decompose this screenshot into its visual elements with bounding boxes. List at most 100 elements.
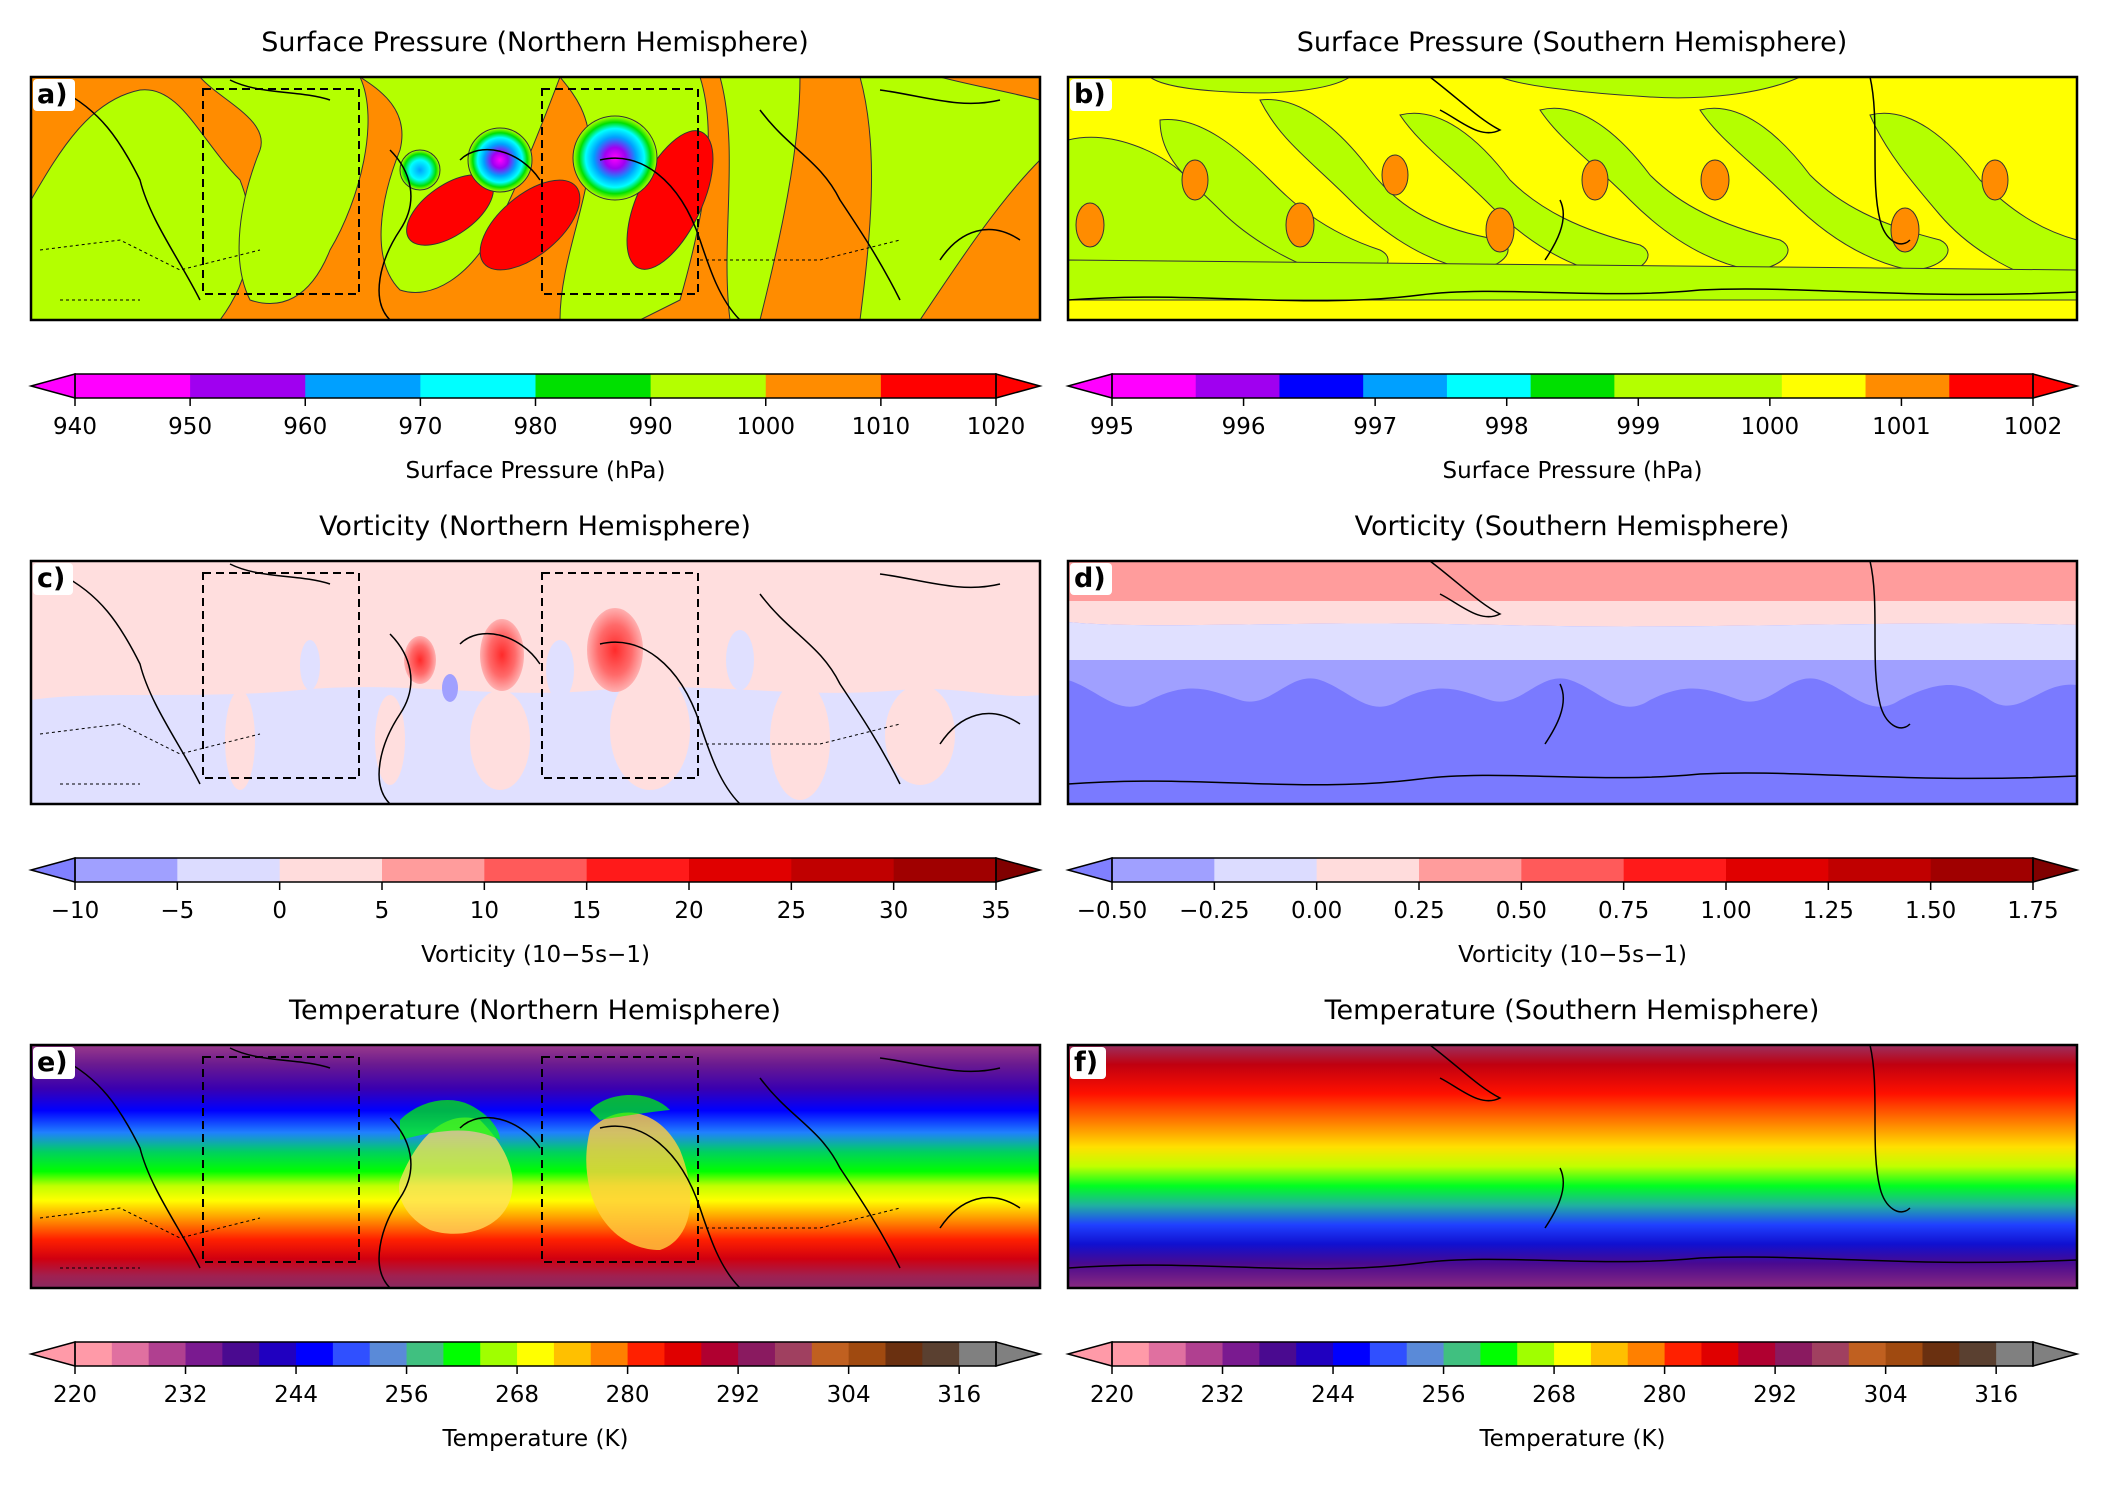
colorbar-segment: [279, 858, 383, 882]
colorbar-tick-label: 960: [283, 414, 327, 440]
colorbar-segment: [1279, 374, 1364, 398]
colorbar-tick-label: −0.50: [1077, 898, 1147, 924]
vorticity-lobes-north: [225, 670, 955, 800]
colorbar-tick-label: 244: [1311, 1382, 1355, 1408]
colorbar-segment: [406, 1342, 444, 1366]
colorbar-label: Vorticity (10−5s−1): [1458, 942, 1687, 968]
colorbar-segment: [885, 1342, 923, 1366]
colorbar-tick-label: 1.00: [1700, 898, 1751, 924]
colorbar-segment: [535, 374, 652, 398]
colorbar-c: −10 −5 0 5 10 15 20 25 30 35 Vorticity (10−5s−1): [28, 857, 1043, 968]
colorbar-segment: [1446, 374, 1532, 398]
colorbar-tick-label: 10: [470, 898, 499, 924]
colorbar-segment: [1664, 1342, 1703, 1366]
colorbar-tick-label: 950: [168, 414, 212, 440]
colorbar-tick-label: 304: [1864, 1382, 1908, 1408]
colorbar-tick-label: 280: [606, 1382, 650, 1408]
colorbar-segment: [296, 1342, 334, 1366]
colorbar-a: 940 950 960 970 980 990 1000 1010 1020 Surface Pr…: [28, 373, 1043, 484]
colorbar-tick-label: 220: [1090, 1382, 1134, 1408]
panel-label-f: f): [1074, 1047, 1098, 1078]
colorbar-tick-label: 1.50: [1905, 898, 1956, 924]
colorbar-tick-label: 1000: [1741, 414, 1800, 440]
panel-title-f: Temperature (Southern Hemisphere): [1324, 995, 1820, 1026]
panel-label-e: e): [37, 1047, 68, 1078]
colorbar-segment: [1614, 374, 1699, 398]
pressure-waves-south: [1068, 77, 2077, 301]
colorbar-segment: [1369, 1342, 1408, 1366]
colorbar-segment: [1296, 1342, 1334, 1366]
colorbar-segment: [664, 1342, 702, 1366]
colorbar-segment: [848, 1342, 887, 1366]
colorbar-tick-label: 1.75: [2007, 898, 2058, 924]
colorbar-tick-label: 220: [53, 1382, 97, 1408]
colorbar-label: Temperature (K): [441, 1426, 628, 1452]
colorbar-segment: [332, 1342, 371, 1366]
colorbar-tick-label: 256: [385, 1382, 429, 1408]
colorbar-tick-label: 997: [1353, 414, 1397, 440]
colorbar-tick-label: 304: [827, 1382, 871, 1408]
colorbar-segment: [1781, 374, 1867, 398]
colorbar-tick-label: 5: [375, 898, 390, 924]
temperature-field-south: [1068, 1045, 2077, 1288]
colorbar-segment: [1406, 1342, 1445, 1366]
colorbar-segment: [1738, 1342, 1776, 1366]
colorbar-extend-low: [1065, 373, 1113, 399]
colorbar-segment: [791, 858, 895, 882]
panel-title-d: Vorticity (Southern Hemisphere): [1355, 511, 1790, 542]
colorbar-outline: [74, 857, 997, 883]
colorbar-e: 220 232 244 256 268 280 292 304 316 Temperature (…: [28, 1341, 1043, 1452]
panel-f: Temperature (Southern Hemisphere) f): [1066, 995, 2079, 1290]
colorbar-segment: [1885, 1342, 1924, 1366]
panel-c: Vorticity (Northern Hemisphere): [29, 511, 1042, 806]
colorbar-segment: [1726, 858, 1829, 882]
colorbar-segment: [177, 858, 281, 882]
colorbar-segment: [627, 1342, 666, 1366]
panel-d: Vorticity (Southern Hemisphere) d): [1066, 511, 2079, 806]
colorbar-segment: [1949, 374, 2034, 398]
colorbar-tick-label: 1.25: [1803, 898, 1854, 924]
colorbar-segment: [1517, 1342, 1555, 1366]
colorbar-extend-high: [995, 1341, 1043, 1367]
colorbar-tick-label: 256: [1422, 1382, 1466, 1408]
colorbar-tick-label: 15: [572, 898, 601, 924]
colorbar-tick-label: 940: [53, 414, 97, 440]
colorbar-segment: [1148, 1342, 1187, 1366]
colorbar-segment: [75, 858, 178, 882]
colorbar-tick-label: 1001: [1872, 414, 1931, 440]
colorbar-segment: [1828, 858, 1932, 882]
colorbar-outline: [1111, 1341, 2034, 1367]
colorbar-label: Temperature (K): [1478, 1426, 1665, 1452]
panel-b: Surface Pressure (Southern Hemisphere): [1066, 27, 2079, 322]
colorbar-segment: [382, 858, 485, 882]
colorbar-tick-label: 25: [777, 898, 806, 924]
colorbar-extend-high: [2032, 1341, 2080, 1367]
colorbar-tick-label: 1010: [852, 414, 911, 440]
panel-title-b: Surface Pressure (Southern Hemisphere): [1297, 27, 1848, 58]
colorbar-label: Surface Pressure (hPa): [1443, 458, 1703, 484]
colorbar-tick-label: 316: [937, 1382, 981, 1408]
colorbar-segment: [1443, 1342, 1481, 1366]
panel-label-b: b): [1074, 79, 1106, 110]
colorbar-segment: [880, 374, 997, 398]
colorbar-segment: [1701, 1342, 1739, 1366]
colorbar-segment: [420, 374, 537, 398]
colorbar-segment: [1554, 1342, 1592, 1366]
colorbar-segment: [701, 1342, 739, 1366]
colorbar-segment: [959, 1342, 997, 1366]
colorbar-tick-label: 0.75: [1598, 898, 1649, 924]
colorbar-segment: [1521, 858, 1625, 882]
pressure-field-north: [31, 77, 1040, 320]
colorbar-tick-label: 292: [716, 1382, 760, 1408]
colorbar-segment: [590, 1342, 629, 1366]
colorbar-segment: [1811, 1342, 1850, 1366]
colorbar-segment: [1922, 1342, 1960, 1366]
colorbar-extend-low: [28, 1341, 76, 1367]
colorbar-segment: [1419, 858, 1522, 882]
panel-label-a: a): [37, 79, 68, 110]
colorbar-tick-label: 999: [1616, 414, 1660, 440]
colorbar-segment: [1930, 858, 2034, 882]
colorbar-f: 220 232 244 256 268 280 292 304 316 Temperature (…: [1065, 1341, 2080, 1452]
colorbar-segment: [1259, 1342, 1297, 1366]
colorbar-tick-label: 30: [879, 898, 908, 924]
